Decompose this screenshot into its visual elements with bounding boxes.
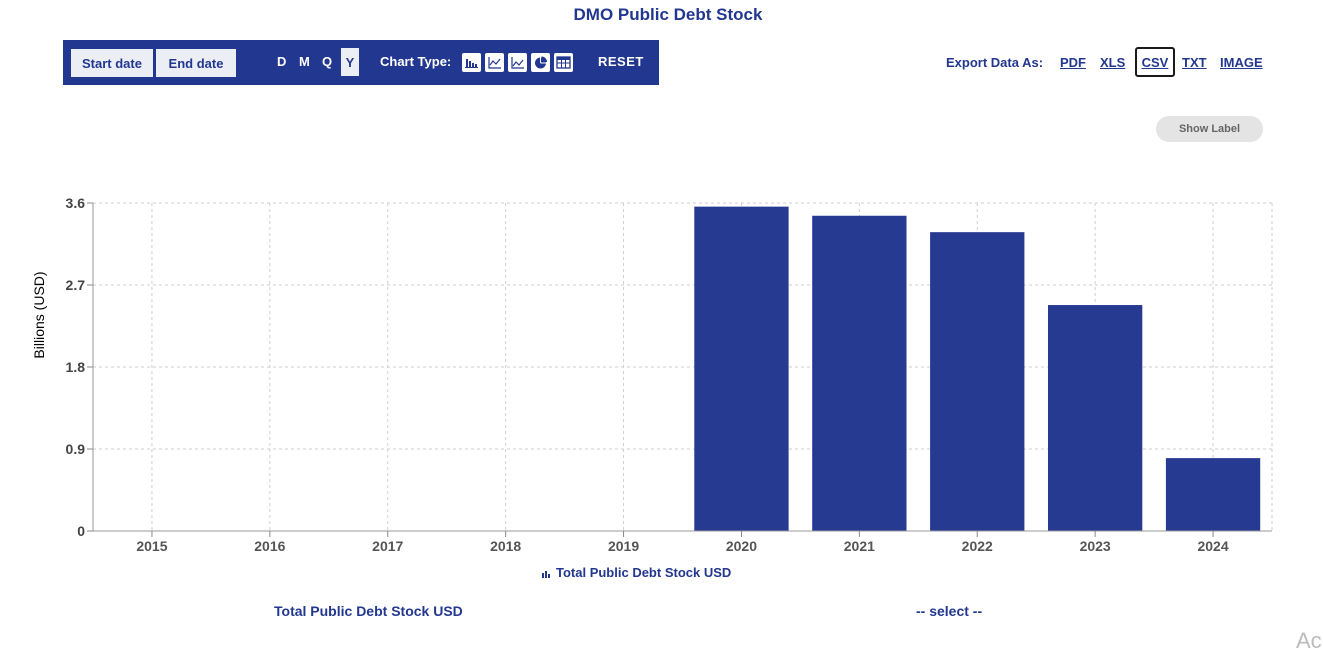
x-tick-label: 2019: [608, 538, 639, 554]
y-tick-label: 3.6: [66, 195, 86, 211]
show-label-button[interactable]: Show Label: [1156, 116, 1263, 142]
series-selector-label: Total Public Debt Stock USD: [274, 603, 463, 619]
start-date-button[interactable]: Start date: [71, 49, 153, 77]
y-tick-label: 0: [77, 523, 85, 539]
x-tick-label: 2020: [726, 538, 757, 554]
x-tick-label: 2016: [254, 538, 285, 554]
x-tick-label: 2015: [136, 538, 167, 554]
x-axis-ticks: 2015 2016 2017 2018 2019 2020 2021 2022 2023 2024: [136, 531, 1229, 554]
chart-bars: [694, 206, 1261, 531]
export-csv-link[interactable]: CSV: [1135, 47, 1175, 77]
bar[interactable]: [1047, 305, 1143, 531]
chart-type-label: Chart Type:: [380, 54, 452, 69]
export-pdf-link[interactable]: PDF: [1060, 55, 1086, 70]
x-tick-label: 2018: [490, 538, 521, 554]
bar[interactable]: [1165, 458, 1261, 531]
period-yearly-button[interactable]: Y: [341, 48, 359, 76]
table-icon[interactable]: [554, 53, 573, 72]
period-monthly-button[interactable]: M: [299, 54, 310, 69]
x-tick-label: 2023: [1080, 538, 1111, 554]
page-title: DMO Public Debt Stock: [573, 5, 763, 24]
x-tick-label: 2024: [1197, 538, 1228, 554]
period-quarterly-button[interactable]: Q: [322, 54, 333, 69]
y-axis-ticks: 0 0.9 1.8 2.7 3.6: [66, 195, 93, 539]
end-date-button[interactable]: End date: [156, 49, 236, 77]
x-tick-label: 2021: [844, 538, 875, 554]
y-tick-label: 2.7: [66, 277, 86, 293]
bar[interactable]: [930, 232, 1025, 531]
export-txt-link[interactable]: TXT: [1182, 55, 1207, 70]
chart-legend[interactable]: Total Public Debt Stock USD: [541, 565, 731, 580]
pie-chart-icon[interactable]: [531, 53, 550, 72]
corner-text: Ac: [1296, 628, 1322, 653]
period-daily-button[interactable]: D: [277, 54, 287, 69]
line-chart-icon[interactable]: [485, 53, 504, 72]
series-select-dropdown[interactable]: -- select --: [916, 603, 983, 619]
chart-toolbar: Start date End date D M Q Y Chart Type:: [63, 40, 659, 85]
bar-chart: 00.91.82.73.6 2015 2016 2017 2018 2019 2020 20…: [31, 195, 1273, 554]
export-image-link[interactable]: IMAGE: [1220, 55, 1263, 70]
export-xls-link[interactable]: XLS: [1100, 55, 1126, 70]
x-tick-label: 2022: [962, 538, 993, 554]
y-axis-label: Billions (USD): [31, 271, 47, 358]
reset-button[interactable]: RESET: [598, 54, 644, 69]
legend-series-name: Total Public Debt Stock USD: [556, 565, 732, 580]
bar[interactable]: [694, 206, 789, 531]
y-tick-label: 1.8: [66, 359, 86, 375]
x-tick-label: 2017: [372, 538, 403, 554]
y-tick-label: 0.9: [66, 441, 86, 457]
bar-chart-icon[interactable]: [462, 53, 481, 72]
area-chart-icon[interactable]: [508, 53, 527, 72]
export-label: Export Data As:: [946, 55, 1044, 70]
bar[interactable]: [812, 215, 907, 531]
legend-bar-icon: [542, 570, 550, 578]
